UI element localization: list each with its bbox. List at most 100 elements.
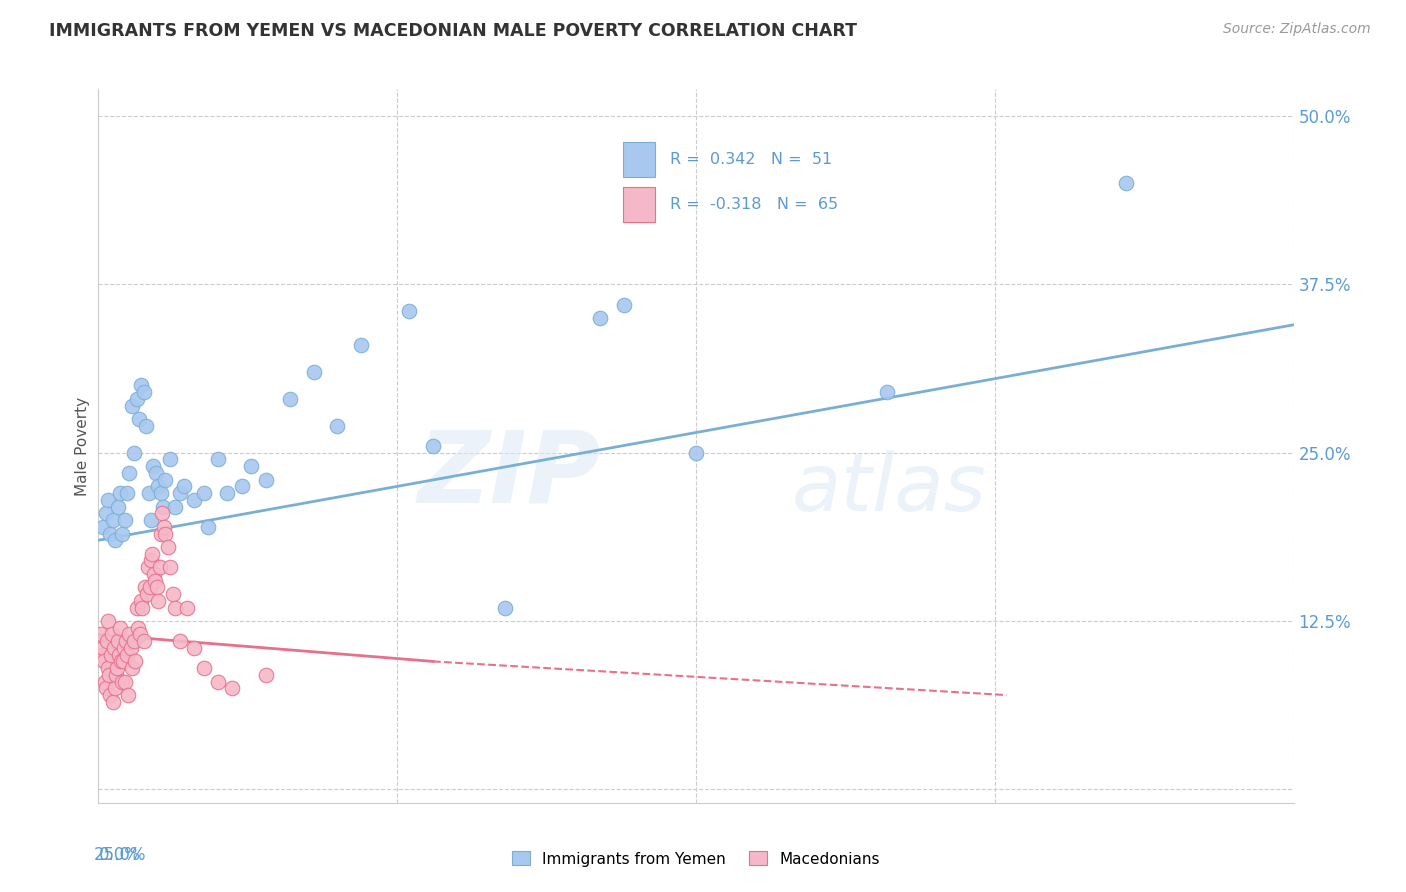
- Point: [90, 648, 112, 662]
- Point: [111, 526, 134, 541]
- Point: [135, 587, 157, 601]
- Point: [127, 621, 149, 635]
- Point: [173, 479, 195, 493]
- Point: [183, 640, 205, 655]
- Point: [139, 513, 162, 527]
- Point: [96, 634, 118, 648]
- Point: [135, 418, 157, 433]
- Point: [93, 674, 115, 689]
- Point: [207, 674, 229, 689]
- Point: [101, 627, 124, 641]
- Point: [124, 446, 146, 460]
- Point: [254, 668, 277, 682]
- Point: [125, 392, 148, 406]
- Point: [93, 655, 115, 669]
- Point: [96, 661, 118, 675]
- Point: [149, 486, 172, 500]
- Point: [128, 627, 150, 641]
- Text: 25.0%: 25.0%: [94, 846, 146, 863]
- Point: [142, 459, 165, 474]
- Point: [114, 513, 136, 527]
- Point: [138, 486, 160, 500]
- Point: [108, 648, 131, 662]
- Point: [162, 587, 184, 601]
- Point: [129, 594, 152, 608]
- Point: [156, 540, 179, 554]
- Point: [120, 640, 142, 655]
- Point: [121, 661, 143, 675]
- Text: ZIP: ZIP: [418, 426, 600, 523]
- Point: [97, 614, 120, 628]
- Point: [159, 560, 181, 574]
- Point: [685, 446, 707, 460]
- Point: [207, 452, 229, 467]
- Point: [139, 553, 162, 567]
- Point: [613, 298, 636, 312]
- Point: [104, 533, 127, 548]
- Point: [124, 655, 146, 669]
- Point: [94, 681, 117, 696]
- Text: 0.0%: 0.0%: [98, 846, 141, 863]
- Point: [125, 600, 148, 615]
- Point: [98, 668, 121, 682]
- Point: [152, 506, 174, 520]
- Point: [141, 547, 163, 561]
- Point: [91, 520, 114, 534]
- Point: [112, 640, 135, 655]
- Point: [876, 385, 898, 400]
- Point: [111, 655, 134, 669]
- Point: [108, 486, 131, 500]
- Point: [183, 492, 205, 507]
- Point: [148, 594, 170, 608]
- Point: [118, 627, 141, 641]
- Point: [107, 634, 129, 648]
- Point: [148, 479, 170, 493]
- Point: [152, 500, 174, 514]
- Point: [153, 520, 176, 534]
- Point: [589, 311, 612, 326]
- Point: [132, 385, 155, 400]
- Point: [107, 500, 129, 514]
- Point: [169, 486, 191, 500]
- Point: [142, 566, 165, 581]
- Point: [145, 466, 167, 480]
- Point: [155, 526, 177, 541]
- Point: [254, 473, 277, 487]
- Point: [176, 600, 198, 615]
- Point: [134, 580, 156, 594]
- Point: [422, 439, 444, 453]
- Point: [108, 621, 131, 635]
- Point: [114, 634, 136, 648]
- Point: [103, 640, 125, 655]
- Point: [121, 399, 143, 413]
- Point: [97, 492, 120, 507]
- Point: [145, 580, 167, 594]
- Point: [143, 574, 166, 588]
- Text: Source: ZipAtlas.com: Source: ZipAtlas.com: [1223, 22, 1371, 37]
- Point: [105, 661, 128, 675]
- Point: [131, 600, 153, 615]
- Point: [136, 560, 159, 574]
- Point: [105, 668, 128, 682]
- Point: [138, 580, 160, 594]
- Point: [240, 459, 263, 474]
- Text: IMMIGRANTS FROM YEMEN VS MACEDONIAN MALE POVERTY CORRELATION CHART: IMMIGRANTS FROM YEMEN VS MACEDONIAN MALE…: [49, 22, 858, 40]
- Point: [98, 688, 122, 702]
- Point: [163, 500, 186, 514]
- Point: [131, 378, 153, 392]
- Point: [217, 486, 239, 500]
- Point: [115, 648, 138, 662]
- Point: [302, 365, 325, 379]
- Point: [90, 627, 112, 641]
- Point: [94, 506, 117, 520]
- Point: [159, 452, 181, 467]
- Point: [114, 674, 136, 689]
- Point: [118, 466, 141, 480]
- Point: [150, 526, 173, 541]
- Point: [326, 418, 349, 433]
- Point: [350, 338, 373, 352]
- Point: [111, 674, 134, 689]
- Y-axis label: Male Poverty: Male Poverty: [75, 396, 90, 496]
- Point: [155, 473, 177, 487]
- Point: [231, 479, 253, 493]
